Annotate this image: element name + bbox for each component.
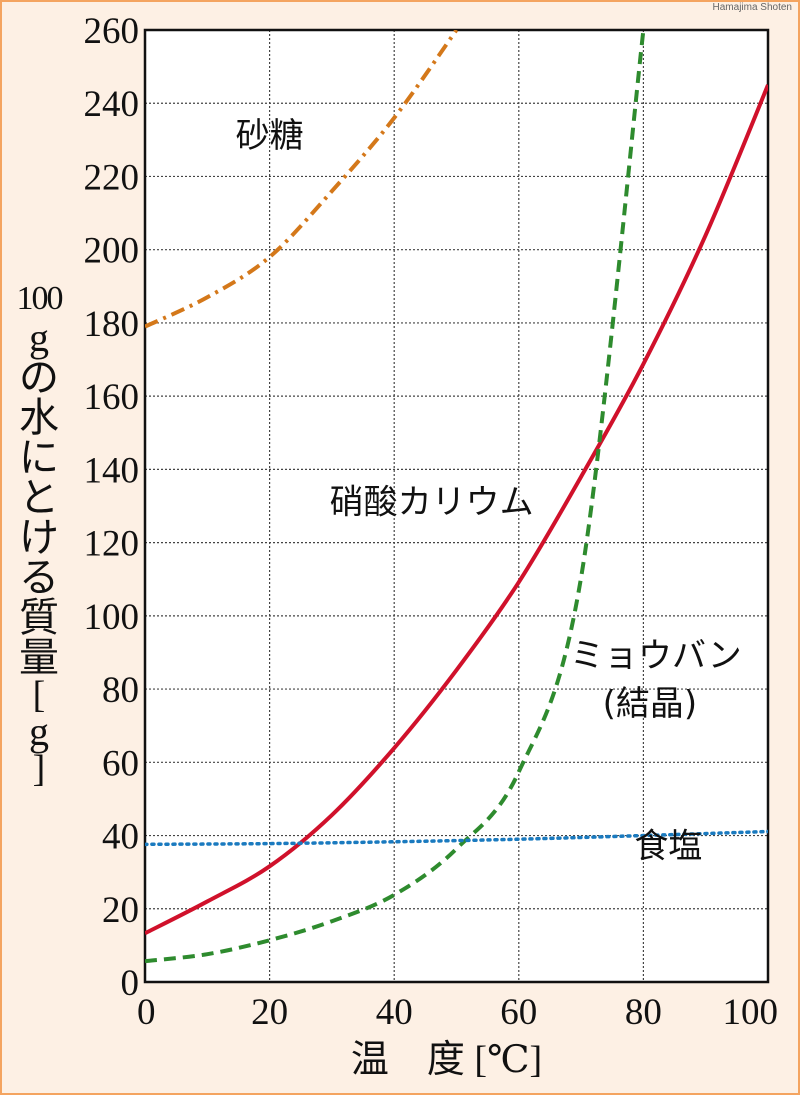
y-axis-label-char: に [19, 435, 59, 480]
y-axis-label-char: る [19, 555, 59, 600]
series-label-2-line2: (結晶) [603, 684, 698, 724]
series-line-1 [145, 84, 768, 936]
series-line-2 [145, 30, 646, 964]
y-tick-label: 120 [84, 524, 140, 565]
y-tick-label: 260 [84, 11, 140, 52]
x-tick-label: 20 [251, 992, 288, 1033]
x-tick-label: 60 [500, 992, 537, 1033]
y-tick-label: 60 [102, 743, 139, 784]
series-label-1: 硝酸カリウム [330, 482, 534, 522]
y-tick-label: 40 [102, 817, 139, 858]
y-axis-label: 100 g の 水 に と け る 質 量 [ g ] [14, 280, 64, 791]
y-tick-label: 220 [84, 157, 140, 198]
y-axis-label-number: 100 [16, 280, 64, 317]
y-axis-label-char: 量 [19, 635, 59, 680]
y-axis-label-char: g [29, 315, 49, 360]
y-tick-label: 200 [84, 231, 140, 272]
y-tick-label: 0 [121, 963, 140, 1004]
series-label-2: ミョウバン [570, 636, 742, 676]
x-tick-label: 80 [625, 992, 662, 1033]
y-tick-label: 80 [102, 670, 139, 711]
y-tick-label: 160 [84, 377, 140, 418]
y-tick-label: 240 [84, 84, 140, 125]
y-tick-label: 140 [84, 450, 140, 491]
y-axis-label-char: の [19, 355, 59, 400]
credit-text: Hamajima Shoten [712, 2, 792, 13]
series-line-3 [145, 829, 768, 847]
x-tick-label: 100 [723, 992, 779, 1033]
plot-area [145, 30, 768, 982]
x-tick-label: 0 [137, 992, 156, 1033]
y-axis-label-char: と [19, 475, 59, 520]
x-axis-label: 温 度 [℃] [351, 1039, 542, 1081]
y-tick-label: 100 [84, 597, 140, 638]
series-line-0 [145, 30, 459, 329]
x-tick-label: 40 [376, 992, 413, 1033]
y-axis-label-char: g [29, 709, 49, 755]
y-tick-label: 20 [102, 890, 139, 931]
y-tick-label: 180 [84, 304, 140, 345]
y-axis-label-char: 質 [19, 595, 59, 640]
y-axis-label-bracket: ] [32, 748, 46, 791]
series-label-3: 食塩 [634, 827, 702, 867]
y-axis-label-char: 水 [19, 395, 59, 440]
y-axis-label-char: け [19, 515, 59, 560]
y-axis-label-bracket: [ [32, 674, 46, 716]
series-label-0: 砂糖 [236, 116, 304, 156]
